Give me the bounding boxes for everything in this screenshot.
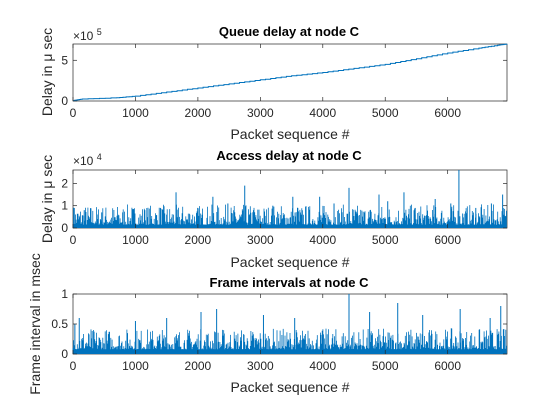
- y-multiplier-base: ×10: [73, 29, 94, 43]
- x-tick-label: 0: [70, 359, 77, 373]
- y-axis-label-frame-intervals: Frame interval in msec: [27, 253, 43, 395]
- x-tick-label: 2000: [185, 233, 212, 247]
- y-ticks-access-delay: 0 1 2: [61, 176, 507, 235]
- y-tick-label: 2: [61, 176, 68, 190]
- x-tick-label: 3000: [247, 359, 274, 373]
- series-line: [73, 43, 508, 102]
- y-tick-label: 0: [61, 347, 68, 361]
- x-tick-label: 2000: [185, 359, 212, 373]
- y-tick-label: 1: [61, 287, 68, 301]
- y-tick-label: 0.5: [51, 317, 68, 331]
- panel-frame-intervals: Frame intervals at node C 0 1000 2000 3000 4…: [27, 253, 508, 395]
- x-ticks-access-delay: 0 1000 2000 3000 4000 5000 6000: [70, 170, 461, 247]
- y-ticks-frame-intervals: 00.51: [51, 287, 507, 361]
- y-tick-label: 0: [61, 221, 68, 235]
- x-tick-label: 5000: [372, 233, 399, 247]
- panel-queue-delay: Queue delay at node C 0 1000 2000 3000 4000 5…: [39, 24, 508, 142]
- x-tick-label: 4000: [309, 359, 336, 373]
- x-tick-label: 0: [70, 233, 77, 247]
- x-tick-label: 6000: [434, 106, 461, 120]
- plot-area-queue-delay: [72, 43, 508, 102]
- x-tick-label: 5000: [372, 106, 399, 120]
- x-tick-label: 2000: [185, 106, 212, 120]
- x-axis-label-access-delay: Packet sequence #: [230, 254, 349, 270]
- chart-title-queue-delay: Queue delay at node C: [219, 24, 360, 39]
- chart-title-access-delay: Access delay at node C: [216, 148, 362, 163]
- panel-access-delay: Access delay at node C 0 1000 2000 3000 4000…: [39, 148, 508, 270]
- y-tick-label: 5: [61, 53, 68, 67]
- y-multiplier-access-delay: ×10 4: [73, 152, 102, 168]
- x-tick-label: 4000: [309, 233, 336, 247]
- y-axis-label-queue-delay: Delay in μ sec: [39, 28, 55, 116]
- x-ticks-queue-delay: 0 1000 2000 3000 4000 5000 6000: [70, 44, 461, 120]
- x-tick-label: 4000: [309, 106, 336, 120]
- x-tick-label: 1000: [122, 359, 149, 373]
- x-tick-label: 5000: [372, 359, 399, 373]
- x-ticks-frame-intervals: 0 1000 2000 3000 4000 5000 6000: [70, 294, 461, 373]
- x-axis-label-frame-intervals: Packet sequence #: [230, 379, 349, 395]
- x-tick-label: 1000: [122, 106, 149, 120]
- x-tick-label: 3000: [247, 106, 274, 120]
- y-tick-label: 1: [61, 199, 68, 213]
- x-axis-label-queue-delay: Packet sequence #: [230, 126, 349, 142]
- x-tick-label: 6000: [434, 359, 461, 373]
- x-tick-label: 3000: [247, 233, 274, 247]
- y-multiplier-exponent: 5: [97, 27, 102, 37]
- y-ticks-queue-delay: 05: [61, 53, 507, 108]
- x-tick-label: 1000: [122, 233, 149, 247]
- series-queue-delay: [73, 43, 508, 102]
- series-access-delay: [72, 170, 507, 228]
- x-tick-label: 0: [70, 106, 77, 120]
- y-multiplier-base: ×10: [73, 154, 94, 168]
- y-multiplier-queue-delay: ×10 5: [73, 27, 102, 43]
- y-axis-label-access-delay: Delay in μ sec: [39, 155, 55, 243]
- x-tick-label: 6000: [434, 233, 461, 247]
- y-tick-label: 0: [61, 94, 68, 108]
- y-multiplier-exponent: 4: [97, 152, 102, 162]
- chart-title-frame-intervals: Frame intervals at node C: [210, 275, 370, 290]
- series-frame-intervals: [72, 294, 507, 354]
